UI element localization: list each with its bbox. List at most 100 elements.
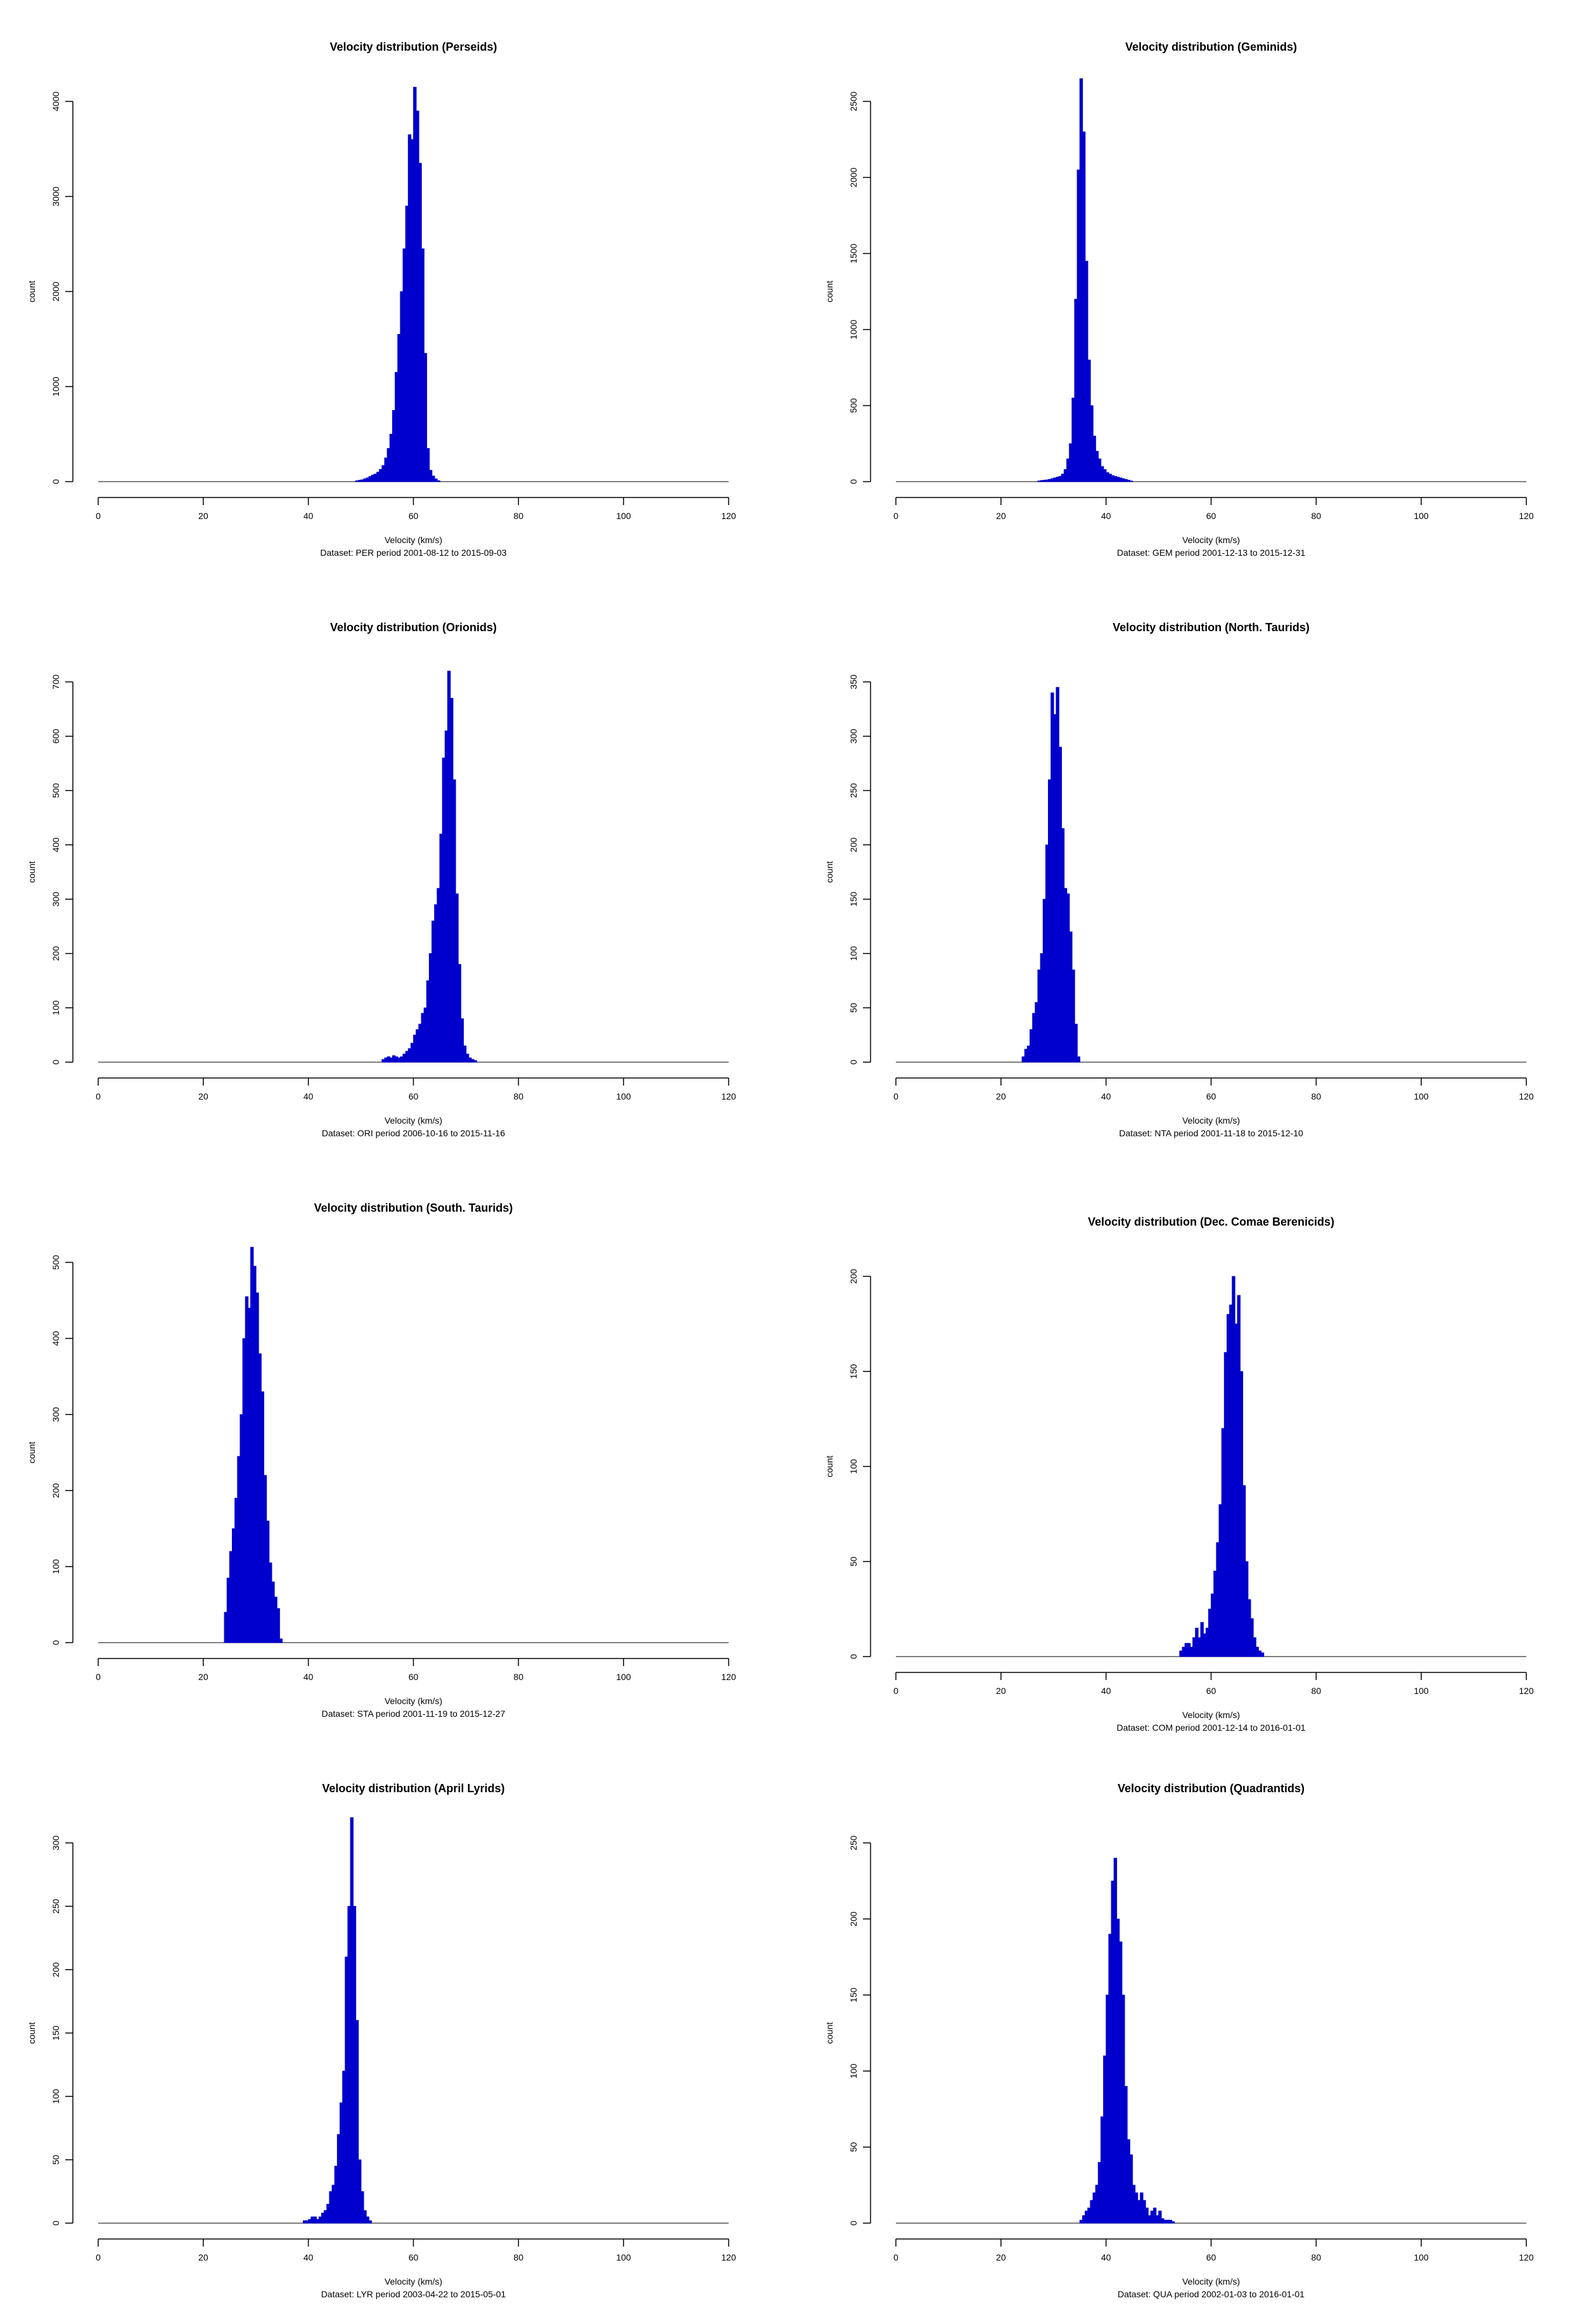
y-tick-label: 200 [51,1962,61,1977]
x-tick-label: 0 [96,2252,101,2262]
y-tick-label: 0 [848,1654,859,1659]
chart-panel-3: Velocity distribution (Orionids) 0 100 200 3… [0,580,798,1161]
y-tick-label: 300 [848,729,859,744]
y-tick-label: 0 [51,479,61,484]
dataset-caption: Dataset: PER period 2001-08-12 to 2015-0… [320,548,506,558]
x-axis: 0 20 40 60 80 100 120 [96,1077,736,1101]
histogram-bar [473,1060,477,1063]
x-tick-label: 60 [409,1091,419,1101]
y-tick-label: 2000 [51,281,61,301]
histogram-bar [276,1608,280,1643]
x-axis-label: Velocity (km/s) [385,1115,442,1126]
y-tick-label: 200 [51,1483,61,1498]
y-tick-label: 500 [848,398,859,413]
y-axis-label: count [27,1442,37,1463]
y-tick-label: 350 [848,674,859,690]
bars [224,1247,283,1643]
x-tick-label: 80 [1312,511,1322,521]
y-tick-label: 300 [51,1407,61,1422]
y-axis: 0 100 200 300 400 500 [51,1255,73,1645]
x-tick-label: 80 [514,511,524,521]
y-tick-label: 400 [51,1331,61,1346]
dataset-caption: Dataset: NTA period 2001-11-18 to 2015-1… [1119,1128,1303,1138]
x-tick-label: 40 [303,1091,314,1101]
x-tick-label: 120 [721,2252,736,2262]
y-tick-label: 200 [848,1269,859,1284]
x-tick-label: 20 [996,2252,1006,2262]
x-tick-label: 100 [616,1672,631,1682]
bars [302,1817,372,2224]
x-tick-label: 120 [721,511,736,521]
y-tick-label: 500 [51,1255,61,1270]
y-tick-label: 1000 [848,319,859,339]
histogram-svg: Velocity distribution (Geminids) 0 500 1000… [824,41,1534,558]
bars [1021,687,1081,1063]
x-tick-label: 80 [1312,1686,1322,1696]
y-tick-label: 250 [848,1835,859,1851]
dataset-caption: Dataset: QUA period 2002-01-03 to 2016-0… [1118,2289,1305,2299]
chart-panel-6: Velocity distribution (Dec. Comae Bereni… [798,1161,1595,1742]
y-tick-label: 1000 [51,376,61,396]
y-tick-label: 300 [51,1835,61,1851]
histogram-bar [437,480,440,482]
histogram-svg: Velocity distribution (Dec. Comae Bereni… [824,1216,1534,1733]
y-tick-label: 50 [51,2155,61,2165]
histogram-bar [368,2220,372,2224]
histogram-bar [460,1018,464,1063]
x-tick-label: 120 [1519,1686,1534,1696]
chart-title: Velocity distribution (Perseids) [329,41,497,53]
x-axis-label: Velocity (km/s) [1182,1710,1240,1720]
y-tick-label: 100 [848,946,859,961]
histogram-svg: Velocity distribution (South. Taurids) 0 1… [27,1202,736,1719]
x-axis: 0 20 40 60 80 100 120 [893,1672,1534,1696]
x-tick-label: 80 [514,1091,524,1101]
y-tick-label: 250 [51,1899,61,1914]
histogram-bar [279,1638,283,1643]
x-tick-label: 40 [303,1672,314,1682]
x-tick-label: 120 [1519,511,1534,521]
x-tick-label: 60 [1206,1686,1216,1696]
histogram-svg: Velocity distribution (Perseids) 0 1000 200… [27,41,736,558]
chart-title: Velocity distribution (Orionids) [330,621,497,634]
y-axis-label: count [27,861,37,883]
y-axis: 0 50 100 150 200 250 [848,1835,871,2226]
y-tick-label: 2000 [848,167,859,187]
x-tick-label: 0 [96,1672,101,1682]
histogram-bar [1158,2210,1162,2224]
x-tick-label: 20 [198,1672,208,1682]
x-tick-label: 120 [721,1091,736,1101]
y-tick-label: 4000 [51,91,61,111]
x-tick-label: 60 [1206,2252,1216,2262]
chart-title: Velocity distribution (Dec. Comae Bereni… [1088,1216,1334,1228]
dataset-caption: Dataset: STA period 2001-11-19 to 2015-1… [322,1709,506,1719]
y-tick-label: 50 [848,2142,859,2152]
y-axis: 0 500 1000 1500 2000 2500 [848,91,871,484]
x-axis: 0 20 40 60 80 100 120 [96,1658,736,1682]
y-tick-label: 400 [51,837,61,852]
chart-panel-5: Velocity distribution (South. Taurids) 0 1… [0,1161,798,1742]
bars [1037,78,1133,482]
x-axis-label: Velocity (km/s) [1182,2276,1240,2287]
chart-title: Velocity distribution (North. Taurids) [1113,621,1310,634]
y-tick-label: 150 [848,1987,859,2003]
chart-panel-1: Velocity distribution (Perseids) 0 1000 200… [0,0,798,580]
y-tick-label: 200 [848,837,859,852]
y-axis-label: count [27,281,37,302]
x-axis-label: Velocity (km/s) [385,535,442,545]
y-tick-label: 200 [51,946,61,961]
y-axis-label: count [824,1456,834,1477]
chart-title: Velocity distribution (Geminids) [1125,41,1297,53]
x-tick-label: 0 [893,1091,898,1101]
y-tick-label: 0 [848,479,859,484]
y-tick-label: 100 [51,1559,61,1574]
y-tick-label: 100 [51,2089,61,2104]
x-tick-label: 60 [1206,1091,1216,1101]
y-axis: 0 50 100 150 200 250 300 350 [848,674,871,1065]
x-tick-label: 80 [514,2252,524,2262]
histogram-bar [1171,2221,1175,2224]
x-axis-label: Velocity (km/s) [385,2276,442,2287]
y-axis-label: count [824,281,834,302]
y-tick-label: 0 [51,1640,61,1645]
x-tick-label: 80 [1312,2252,1322,2262]
x-tick-label: 120 [721,1672,736,1682]
